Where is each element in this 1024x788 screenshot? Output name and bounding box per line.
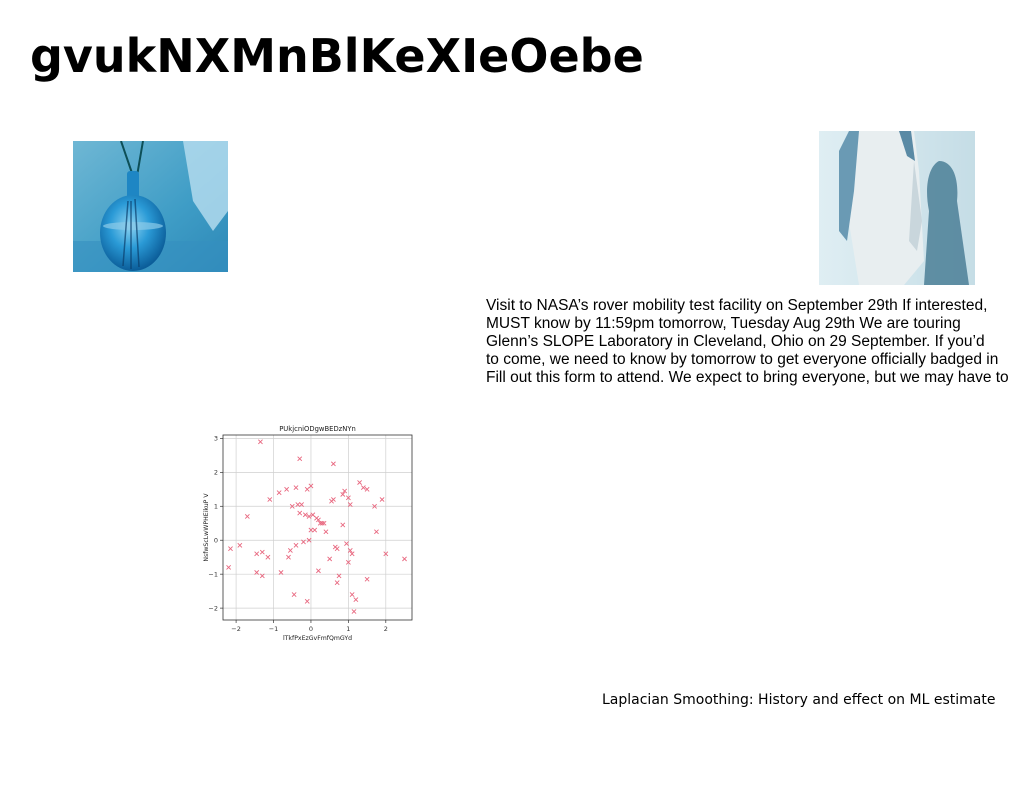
scatter-point	[278, 570, 284, 575]
scatter-point	[289, 503, 295, 509]
scatter-point	[330, 497, 336, 502]
body-line: Fill out this form to attend. We expect …	[486, 369, 1009, 386]
scatter-point	[297, 456, 303, 462]
scatter-point	[353, 597, 359, 603]
scatter-point	[314, 515, 319, 521]
scatter-point	[312, 527, 318, 533]
person-photo-icon	[819, 131, 975, 285]
body-text: Visit to NASA’s rover mobility test faci…	[486, 297, 1016, 387]
x-tick-label: −2	[231, 625, 241, 633]
y-tick-label: −2	[208, 604, 218, 612]
x-axis-label: lTkfPxEzGvFmfQmGYd	[283, 635, 352, 642]
scatter-point	[345, 495, 351, 501]
y-tick-label: 2	[214, 469, 218, 477]
scatter-point	[276, 490, 282, 496]
scatter-point	[344, 541, 349, 547]
scatter-point	[301, 539, 306, 545]
plot-frame	[222, 434, 413, 621]
y-tick-label: 1	[214, 503, 218, 511]
scatter-point	[347, 547, 353, 553]
scatter-point	[286, 554, 291, 560]
scatter-point	[306, 537, 312, 543]
scatter-point	[342, 488, 348, 494]
scatter-point	[258, 439, 263, 445]
body-line: Visit to NASA’s rover mobility test faci…	[486, 297, 988, 314]
scatter-point	[360, 485, 366, 491]
scatter-point	[374, 529, 379, 535]
scatter-point	[323, 529, 329, 535]
scatter-point	[259, 549, 265, 555]
scatter-point	[364, 576, 370, 582]
scatter-point	[237, 542, 243, 548]
scatter-point	[345, 559, 351, 565]
scatter-point	[319, 520, 325, 526]
scatter-point	[364, 486, 370, 492]
scatter-point	[302, 512, 308, 518]
scatter-point	[306, 514, 312, 519]
scatter-point	[308, 527, 314, 533]
scatter-point	[254, 570, 260, 575]
scatter-point	[357, 480, 363, 485]
scatter-point	[308, 483, 314, 489]
plot-area	[223, 435, 412, 620]
x-tick-label: 0	[309, 625, 313, 633]
vase-photo-icon	[73, 141, 228, 272]
body-line: MUST know by 11:59pm tomorrow, Tuesday A…	[486, 315, 961, 332]
scatter-chart: −2 −1 0 1 2 −2 −1 0 1 2 3 PUkjcniODgwBEDzNYn lTkfPxE…	[196, 420, 422, 646]
slide-footer: Laplacian Smoothing: History and effect …	[602, 692, 996, 708]
scatter-point	[304, 598, 310, 604]
scatter-point	[340, 522, 346, 528]
scatter-point	[402, 556, 407, 562]
scatter-point	[310, 512, 316, 518]
x-tick-label: 2	[384, 625, 388, 633]
y-tick-label: 0	[214, 537, 218, 545]
scatter-point	[291, 592, 297, 597]
scatter-point	[304, 486, 310, 492]
scatter-point	[351, 609, 357, 614]
scatter-point	[265, 554, 271, 560]
scatter-point	[316, 568, 321, 574]
scatter-point	[293, 542, 299, 548]
scatter-point	[267, 497, 273, 502]
scatter-point	[244, 514, 250, 519]
scatter-point	[330, 461, 336, 467]
slide-title: gvukNXMnBlKeXIeOebe	[30, 29, 644, 83]
body-line: Glenn’s SLOPE Laboratory in Cleveland, O…	[486, 333, 985, 350]
scatter-point	[284, 486, 290, 492]
scatter-point	[347, 502, 353, 508]
scatter-point	[293, 485, 299, 491]
scatter-point	[297, 510, 303, 516]
scatter-point	[287, 547, 293, 553]
scatter-point	[349, 551, 355, 557]
scatter-point	[336, 573, 342, 579]
y-tick-label: −1	[208, 570, 218, 578]
scatter-point	[334, 580, 340, 586]
scatter-point	[332, 544, 338, 550]
y-tick-label: 3	[214, 435, 218, 443]
y-axis-label: NsfwScLwWPHEikuP V	[203, 493, 210, 562]
scatter-point	[254, 551, 260, 557]
scatter-point	[340, 491, 346, 497]
body-line: to come, we need to know by tomorrow to …	[486, 351, 999, 368]
scatter-point	[295, 502, 301, 508]
scatter-point	[379, 497, 385, 502]
scatter-point	[317, 520, 323, 526]
scatter-point	[259, 573, 265, 579]
chart-title: PUkjcniODgwBEDzNYn	[279, 425, 356, 433]
x-tick-label: 1	[346, 625, 350, 633]
scatter-point	[383, 551, 389, 557]
scatter-point	[299, 502, 305, 508]
scatter-point	[372, 503, 377, 509]
scatter-point	[321, 520, 327, 526]
scatter-point	[327, 556, 333, 562]
scatter-point	[349, 592, 355, 597]
x-tick-label: −1	[269, 625, 279, 633]
scatter-point	[228, 546, 233, 552]
scatter-point	[226, 564, 232, 570]
